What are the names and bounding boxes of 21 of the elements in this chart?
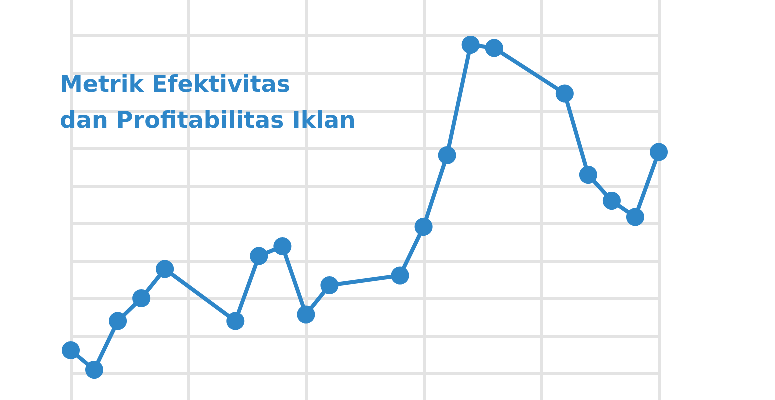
point xyxy=(320,276,339,294)
point xyxy=(626,208,644,226)
point xyxy=(414,218,433,236)
point xyxy=(86,361,104,379)
point xyxy=(156,260,174,278)
point xyxy=(556,84,574,103)
point xyxy=(579,166,598,184)
point xyxy=(132,290,151,308)
point xyxy=(438,146,456,164)
text: Metrik Efektivitas dan Profitabilitas Iklan xyxy=(60,72,356,134)
point xyxy=(391,266,410,285)
point xyxy=(109,312,128,330)
point xyxy=(485,39,504,58)
point xyxy=(250,247,268,266)
point xyxy=(462,36,480,54)
point xyxy=(650,143,668,162)
point xyxy=(274,238,292,256)
point xyxy=(297,306,316,324)
point xyxy=(226,312,245,330)
point xyxy=(602,192,621,210)
point xyxy=(62,342,80,360)
